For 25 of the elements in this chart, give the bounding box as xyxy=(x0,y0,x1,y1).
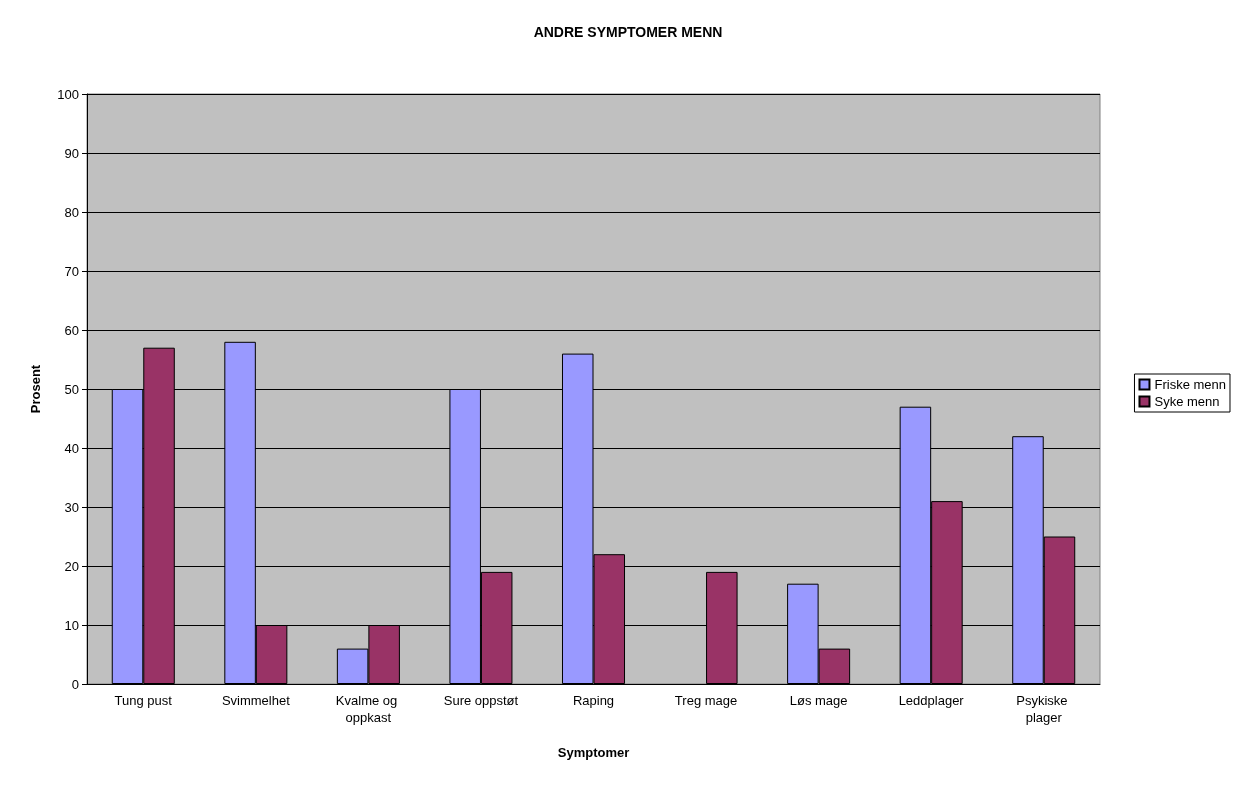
y-axis-title: Prosent xyxy=(28,364,43,414)
y-tick-label: 100 xyxy=(57,86,79,102)
y-tick-label: 70 xyxy=(64,263,79,279)
x-tick-label: Kvalme og oppkast xyxy=(335,693,401,725)
legend-label: Friske menn xyxy=(1154,377,1227,392)
x-tick-label: Sure oppstøt xyxy=(443,693,519,708)
legend-label: Syke menn xyxy=(1154,394,1220,409)
y-tick-label: 0 xyxy=(71,676,79,692)
y-tick-label: 90 xyxy=(64,145,79,161)
x-tick-label: Leddplager xyxy=(898,693,965,708)
x-tick-label: Svimmelhet xyxy=(221,693,291,708)
y-tick-label: 10 xyxy=(64,617,79,633)
x-tick-label: Treg mage xyxy=(674,693,738,708)
y-tick-label: 80 xyxy=(64,204,79,220)
chart-title: ANDRE SYMPTOMER MENN xyxy=(533,24,723,40)
y-tick-label: 40 xyxy=(64,440,79,456)
y-tick-label: 20 xyxy=(64,558,79,574)
y-tick-label: 50 xyxy=(64,381,79,397)
x-tick-label: Raping xyxy=(572,693,615,708)
x-tick-label: Psykiske plager xyxy=(1016,693,1072,725)
x-axis-title: Symptomer xyxy=(557,745,630,760)
y-tick-label: 60 xyxy=(64,322,79,338)
x-tick-label: Tung pust xyxy=(114,693,173,708)
y-tick-label: 30 xyxy=(64,499,79,515)
x-tick-label: Løs mage xyxy=(789,693,848,708)
